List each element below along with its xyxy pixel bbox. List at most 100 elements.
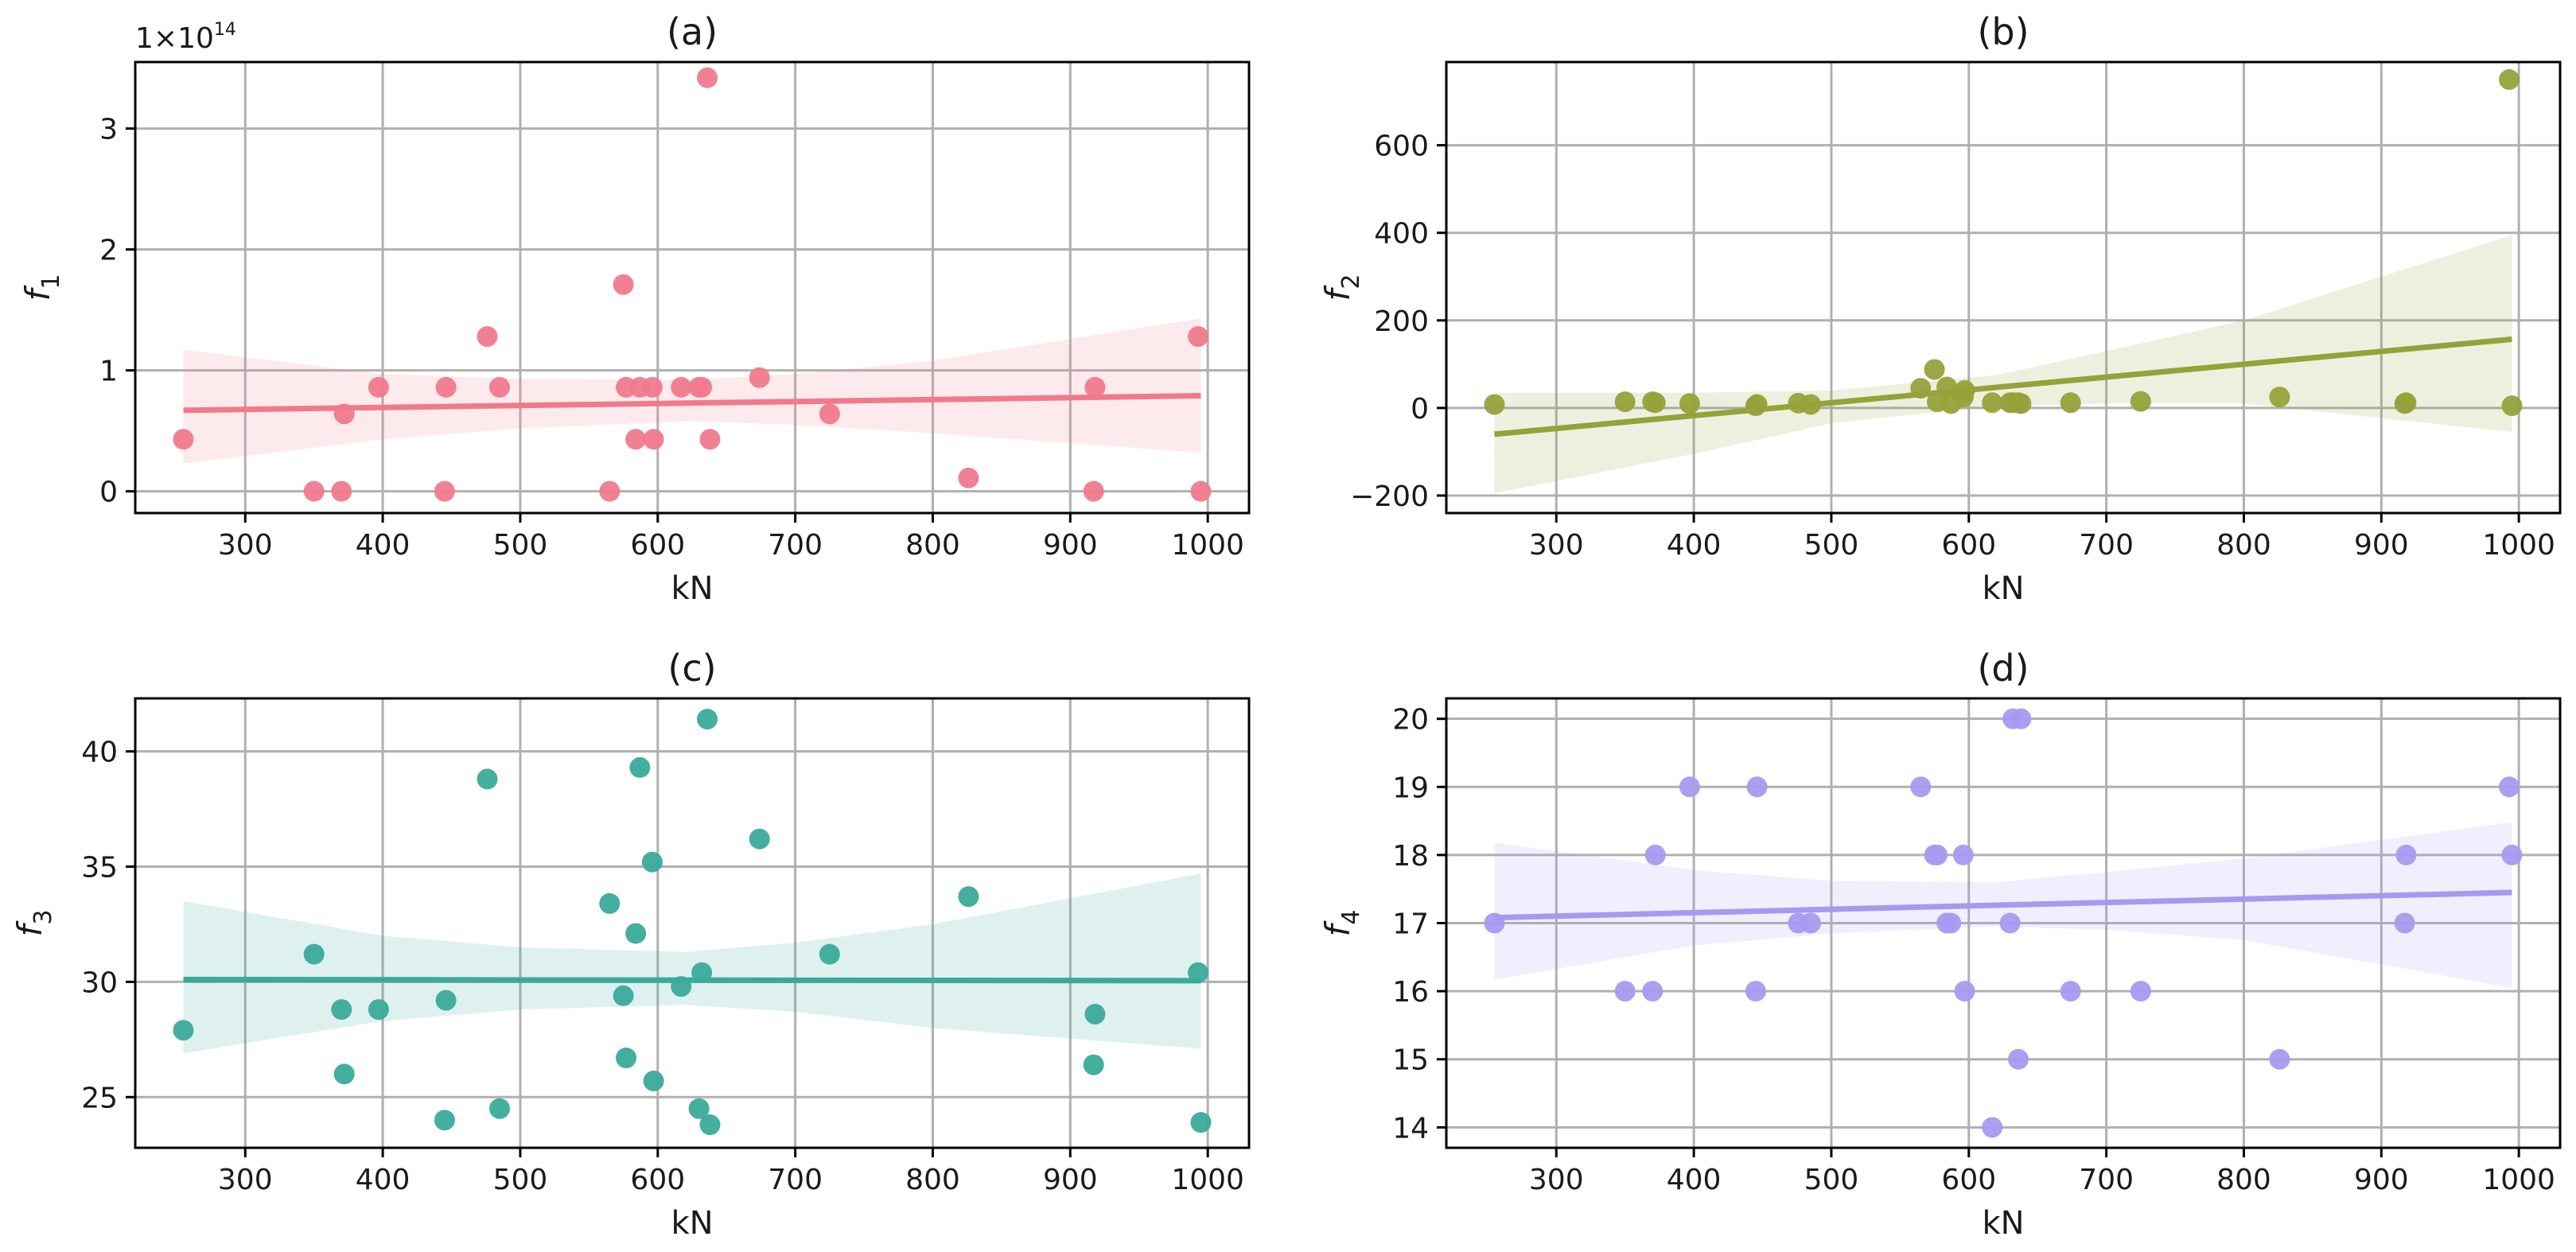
y-offset-text: 1×1014 [135, 20, 236, 55]
y-tick-label: 400 [1374, 218, 1429, 251]
data-point [368, 376, 389, 398]
data-point [2130, 391, 2151, 412]
data-point [1190, 480, 1212, 502]
data-point [1642, 981, 1664, 1002]
y-axis-label: f4 [1318, 910, 1365, 937]
regression-line [1494, 336, 2512, 437]
x-tick-label: 600 [1941, 529, 1996, 562]
x-tick-label: 700 [2079, 529, 2134, 562]
data-point [2269, 387, 2290, 408]
x-tick-label: 300 [1529, 1164, 1584, 1196]
panel-title: (d) [1977, 647, 2029, 690]
x-tick-label: 400 [1667, 529, 1722, 562]
y-tick-label: 2 [99, 235, 118, 267]
x-tick-label: 900 [2354, 529, 2409, 562]
data-point [625, 429, 647, 450]
y-tick-label: 14 [1392, 1112, 1429, 1145]
x-tick-label: 600 [630, 529, 685, 562]
data-point [1644, 844, 1666, 865]
data-point [699, 429, 721, 450]
data-point [643, 1070, 664, 1091]
y-tick-label: 18 [1392, 840, 1429, 873]
panel-title: (a) [667, 10, 718, 53]
y-tick-label: 200 [1374, 305, 1429, 338]
data-point [749, 367, 770, 388]
data-point [2499, 69, 2520, 91]
data-point [1927, 844, 1948, 865]
data-point [1999, 912, 2021, 934]
data-point [613, 274, 634, 295]
data-point [1982, 1117, 2003, 1138]
x-tick-label: 500 [1804, 529, 1859, 562]
y-axis-label-subscript: 2 [1337, 274, 1365, 290]
data-point [613, 985, 634, 1006]
panel-c: 300 400 500 600 700 800 900 1000 25 30 35 40 (c) kN f3 [10, 647, 1251, 1242]
data-point [1910, 776, 1932, 798]
x-tick-label: 400 [1667, 1164, 1722, 1196]
data-point [1084, 1003, 1106, 1025]
data-point [699, 1114, 721, 1136]
data-point [489, 376, 511, 398]
y-tick-label: 40 [81, 737, 118, 769]
data-point [333, 1063, 355, 1085]
data-point [303, 480, 325, 502]
data-point [1083, 1054, 1104, 1075]
y-tick-label: 19 [1392, 772, 1429, 804]
data-point [599, 892, 621, 914]
data-point [1084, 376, 1106, 398]
x-tick-label: 300 [1529, 529, 1584, 562]
y-tick-label: 17 [1392, 908, 1429, 941]
x-tick-label: 500 [493, 1164, 548, 1196]
x-axis-label: kN [1982, 570, 2024, 607]
x-tick-label: 700 [768, 1164, 823, 1196]
y-axis-label: f2 [1318, 274, 1365, 301]
x-tick-label: 700 [768, 529, 823, 562]
panel-title: (b) [1977, 10, 2029, 53]
data-point [173, 429, 194, 450]
data-point [477, 768, 498, 790]
x-tick-label: 500 [493, 529, 548, 562]
x-axis-label: kN [671, 570, 713, 607]
data-point [2501, 395, 2523, 417]
data-point [599, 480, 621, 502]
y-tick-label: 30 [81, 966, 118, 999]
data-point [1745, 981, 1766, 1002]
confidence-band [183, 873, 1201, 1054]
data-point [368, 999, 389, 1021]
data-point [2395, 844, 2417, 865]
data-point [434, 480, 455, 502]
x-tick-label: 800 [905, 529, 960, 562]
y-axis-label-subscript: 3 [29, 910, 57, 925]
data-point [641, 376, 663, 398]
data-point [1924, 359, 1945, 380]
data-point [1940, 912, 1962, 934]
data-point [1644, 392, 1666, 414]
data-point [2501, 844, 2523, 865]
x-axis-label: kN [671, 1205, 713, 1242]
data-point [303, 943, 325, 965]
x-tick-label: 800 [2216, 529, 2271, 562]
axes-frame [134, 697, 1251, 1149]
data-point [1800, 912, 1822, 934]
data-point [435, 376, 457, 398]
x-tick-label: 400 [356, 529, 411, 562]
data-point [671, 376, 692, 398]
x-tick-label: 600 [1941, 1164, 1996, 1196]
data-point [625, 923, 647, 944]
data-point [2008, 1048, 2029, 1070]
data-point [958, 467, 979, 488]
x-tick-label: 1000 [1171, 529, 1244, 562]
data-point [2060, 981, 2081, 1002]
y-tick-label: 16 [1392, 976, 1429, 1009]
panel-a: 300 400 500 600 700 800 900 1000 0 1 2 3 (a) kN f1 1×10… [18, 10, 1251, 607]
data-point [697, 67, 718, 88]
data-point [2010, 708, 2032, 729]
y-tick-label: 1 [99, 356, 118, 388]
data-point [2269, 1048, 2290, 1070]
data-point [1954, 981, 1975, 1002]
regression-line [1494, 889, 2512, 921]
regression-line [183, 976, 1201, 984]
y-tick-label: −200 [1350, 480, 1429, 513]
data-point [1188, 326, 1209, 348]
